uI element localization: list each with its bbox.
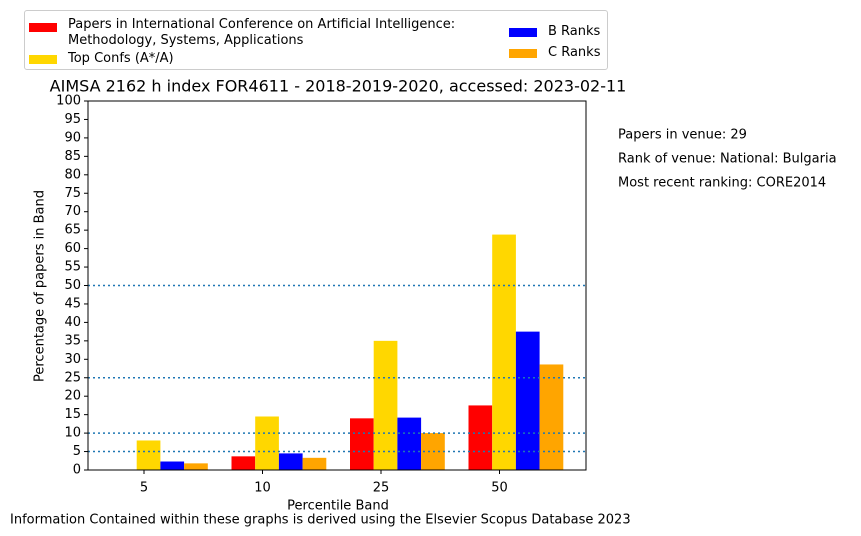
y-tick-label: 65 bbox=[64, 223, 81, 238]
legend-label: Papers in International Conference on Ar… bbox=[68, 17, 456, 48]
y-tick-label: 100 bbox=[56, 94, 81, 109]
y-tick-label: 25 bbox=[64, 370, 81, 385]
y-axis-label: Percentage of papers in Band bbox=[33, 190, 48, 382]
annotation: Papers in venue: 29 bbox=[618, 128, 747, 143]
legend-label: B Ranks bbox=[548, 24, 601, 39]
bar bbox=[350, 418, 374, 470]
bar bbox=[397, 417, 422, 470]
y-tick-label: 75 bbox=[64, 186, 81, 201]
y-tick-label: 50 bbox=[64, 278, 81, 293]
bar bbox=[421, 433, 445, 470]
legend-swatch bbox=[509, 49, 537, 58]
y-tick-label: 60 bbox=[64, 241, 81, 256]
y-tick-label: 90 bbox=[64, 130, 81, 145]
footer: Information Contained within these graph… bbox=[10, 513, 631, 528]
bar bbox=[468, 405, 493, 470]
x-tick-label: 25 bbox=[373, 481, 390, 496]
bar bbox=[278, 453, 303, 470]
legend-swatch bbox=[29, 55, 57, 64]
bar bbox=[539, 364, 564, 470]
y-tick-label: 15 bbox=[64, 407, 81, 422]
y-tick-label: 35 bbox=[64, 333, 81, 348]
y-tick-label: 40 bbox=[64, 315, 81, 330]
plot-frame bbox=[87, 100, 587, 471]
bar bbox=[184, 463, 208, 470]
y-tick-label: 80 bbox=[64, 167, 81, 182]
y-tick-label: 30 bbox=[64, 352, 81, 367]
legend-label: C Ranks bbox=[548, 45, 601, 60]
y-tick-label: 10 bbox=[64, 426, 81, 441]
x-tick-label: 5 bbox=[140, 481, 148, 496]
bar bbox=[302, 457, 327, 470]
legend-label: Top Confs (A*/A) bbox=[68, 51, 174, 66]
bar bbox=[136, 440, 161, 470]
bar bbox=[373, 340, 398, 470]
legend-swatch bbox=[29, 23, 57, 32]
bar bbox=[160, 461, 185, 470]
x-tick-label: 10 bbox=[254, 481, 271, 496]
y-tick-label: 0 bbox=[73, 463, 81, 478]
y-tick-label: 20 bbox=[64, 389, 81, 404]
chart-title: AIMSA 2162 h index FOR4611 - 2018-2019-2… bbox=[50, 77, 627, 96]
y-tick-label: 70 bbox=[64, 204, 81, 219]
bar bbox=[231, 456, 256, 470]
bar bbox=[492, 234, 516, 470]
y-tick-label: 95 bbox=[64, 112, 81, 127]
y-tick-label: 85 bbox=[64, 149, 81, 164]
bar bbox=[255, 416, 279, 470]
y-tick-label: 5 bbox=[73, 444, 81, 459]
legend-swatch bbox=[509, 28, 537, 37]
y-tick-label: 55 bbox=[64, 260, 81, 275]
y-tick-label: 45 bbox=[64, 296, 81, 311]
annotation: Rank of venue: National: Bulgaria bbox=[618, 152, 837, 167]
annotation: Most recent ranking: CORE2014 bbox=[618, 176, 826, 191]
x-axis-label: Percentile Band bbox=[287, 499, 389, 514]
legend: Papers in International Conference on Ar… bbox=[24, 10, 608, 70]
x-tick-label: 50 bbox=[491, 481, 508, 496]
bar bbox=[515, 331, 540, 470]
